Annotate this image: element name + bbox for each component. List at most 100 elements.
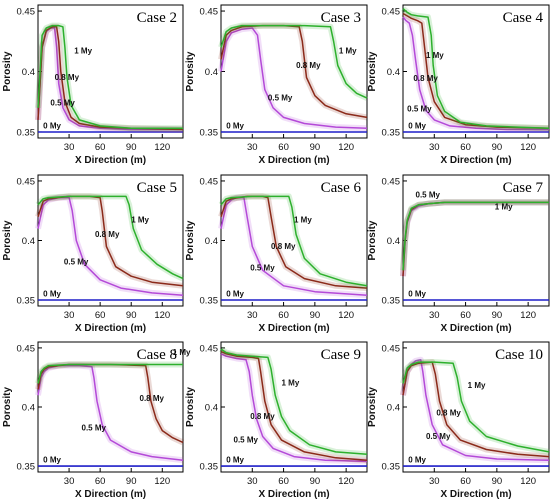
x-tick-label: 120 [154,142,170,153]
y-axis-label: Porosity [2,387,13,427]
plot-frame [220,341,368,473]
x-tick-label: 60 [278,476,289,487]
x-tick-label: 120 [520,476,536,487]
x-tick-label: 60 [460,142,471,153]
y-tick-label: 0.45 [17,343,36,354]
curve-label: 0.8 My [436,408,461,417]
curve-label: 0 My [226,289,244,298]
series-line-1-my [220,195,368,287]
curve-label: 1 My [294,216,312,225]
x-tick-label: 60 [460,476,471,487]
plot-case-4: 0.35 0.4 0.45 30 60 90 120 1 My 0.8 My 0.5 My 0 My… [367,4,550,166]
x-tick-label: 90 [492,310,503,321]
x-axis-label: X Direction (m) [75,155,146,166]
y-tick-label: 0.35 [382,296,401,307]
x-tick-label: 30 [429,476,440,487]
y-tick-label: 0.35 [17,296,36,307]
curve-label: 0.5 My [64,257,89,266]
plot-frame [220,4,368,139]
x-axis-label: X Direction (m) [258,155,329,166]
curve-label: 1 My [131,216,149,225]
y-tick-label: 0.35 [200,127,219,138]
series-line-1-my [402,201,549,271]
series-line-1-my [402,8,550,130]
y-tick-label: 0.4 [205,403,218,414]
series-line-0-5-my [220,353,368,463]
series-line-0-8-my [220,350,368,461]
x-axis-label: X Direction (m) [75,489,146,500]
plot-title: Case 8 [137,347,177,363]
curve-label: 0 My [226,121,244,130]
x-tick-label: 90 [310,476,321,487]
y-axis-label: Porosity [367,51,378,91]
curve-label: 1 My [339,46,357,55]
series-line-0-5-my [37,364,184,461]
series-line-1-my [220,24,368,99]
x-tick-label: 90 [310,310,321,321]
x-tick-label: 30 [64,476,75,487]
y-axis-label: Porosity [185,51,196,91]
x-tick-label: 120 [154,476,170,487]
y-tick-label: 0.45 [200,343,219,354]
x-tick-label: 120 [338,310,354,321]
plot-title: Case 6 [321,180,362,196]
x-tick-label: 120 [520,142,536,153]
curve-label: 0.8 My [413,74,438,83]
y-tick-label: 0.45 [200,7,219,18]
y-tick-label: 0.45 [382,7,401,18]
plot-title: Case 3 [321,10,361,26]
y-tick-label: 0.45 [200,176,219,187]
curve-label: 0.8 My [250,412,275,421]
y-tick-label: 0.4 [22,67,35,78]
curve-label: 0 My [408,289,426,298]
series-line-1-my [220,348,368,456]
x-tick-label: 120 [520,310,536,321]
x-tick-label: 30 [429,310,440,321]
series-line-0-8-my [37,195,184,287]
plot-title: Case 9 [321,347,361,363]
x-tick-label: 60 [278,142,289,153]
curve-label: 0.5 My [234,435,259,444]
curve-label: 0.5 My [50,98,75,107]
y-axis-label: Porosity [367,220,378,260]
y-axis-label: Porosity [185,387,196,427]
x-tick-label: 30 [247,476,258,487]
curve-label: 0.8 My [271,242,296,251]
curve-label: 0.5 My [250,263,275,272]
series-line-0-5-my [220,196,368,297]
x-tick-label: 90 [492,476,503,487]
plot-case-9: 0.35 0.4 0.45 30 60 90 120 1 My 0.8 My 0.5 My 0 My… [185,341,368,500]
curve-label: 0 My [43,456,61,465]
x-tick-label: 60 [95,142,106,153]
series-line-0-5-my [220,27,368,130]
y-tick-label: 0.4 [22,236,35,247]
y-tick-label: 0.35 [382,462,401,473]
x-tick-label: 60 [95,310,106,321]
series-line-1-my [37,24,183,130]
curve-label: 0.8 My [95,230,120,239]
y-tick-label: 0.45 [382,343,401,354]
series-line-0-5-my [37,196,184,297]
plot-case-7: 0.35 0.4 0.45 30 60 90 120 0.5 My 1 My 0 My Case 7… [367,174,550,334]
y-tick-label: 0.35 [17,462,36,473]
x-tick-label: 60 [278,310,289,321]
series-line-1-my [402,361,550,453]
y-tick-label: 0.35 [382,127,401,138]
plot-title: Case 10 [495,347,543,363]
series-line-0-8-my [37,26,184,131]
series-line-0-8-my [402,361,550,458]
x-axis-label: X Direction (m) [440,155,511,166]
x-tick-label: 30 [247,142,258,153]
y-tick-label: 0.4 [387,236,400,247]
curve-label: 1 My [495,203,513,212]
x-axis-label: X Direction (m) [440,489,511,500]
curve-label: 1 My [74,46,92,55]
x-tick-label: 90 [126,476,137,487]
x-axis-label: X Direction (m) [75,323,146,334]
y-axis-label: Porosity [367,387,378,427]
series-line-0-8-my [402,12,550,130]
y-tick-label: 0.4 [387,403,400,414]
y-tick-label: 0.45 [382,176,401,187]
plot-title: Case 7 [503,180,544,196]
